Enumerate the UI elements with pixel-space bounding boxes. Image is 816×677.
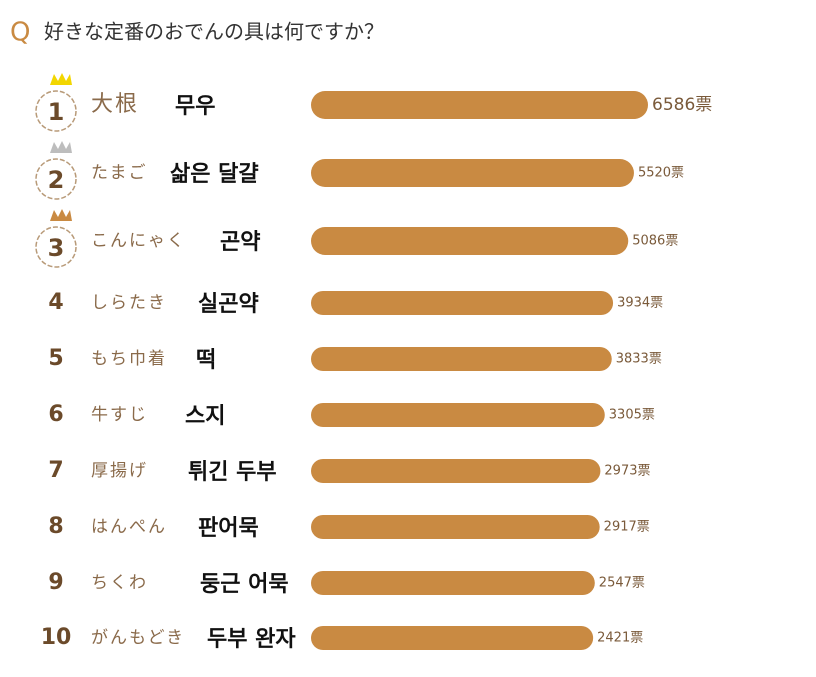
annotation-label: 삶은 달걀 — [170, 162, 259, 187]
crown-icon — [50, 141, 72, 153]
value-label: 2421票 — [597, 631, 643, 646]
rank-wreath — [35, 90, 77, 132]
value-label: 2917票 — [604, 520, 650, 535]
bar — [311, 515, 600, 539]
value-label: 3305票 — [609, 408, 655, 423]
chart-title: 好きな定番のおでんの具は何ですか？ — [44, 20, 384, 44]
rank-number: 2 — [48, 166, 65, 194]
question-mark: Q — [10, 18, 30, 48]
crown-icon — [50, 73, 72, 85]
annotation-label: 무우 — [175, 94, 215, 119]
value-label: 3833票 — [616, 352, 662, 367]
category-label: もち巾着 — [91, 349, 167, 369]
bar — [311, 227, 629, 255]
category-label: しらたき — [91, 293, 167, 313]
crown-icon — [50, 209, 72, 221]
annotation-label: 떡 — [196, 348, 216, 373]
category-label: たまご — [91, 163, 148, 183]
rank-wreath — [35, 158, 77, 200]
annotation-label: 두부 완자 — [207, 627, 296, 652]
category-label: 厚揚げ — [91, 461, 148, 481]
bar — [311, 403, 605, 427]
annotation-label: 곤약 — [220, 230, 260, 255]
bar — [311, 159, 634, 187]
category-label: 牛すじ — [91, 405, 148, 425]
rank-number: 6 — [48, 402, 63, 427]
annotation-label: 둥근 어묵 — [200, 572, 289, 597]
value-label: 3934票 — [617, 296, 663, 311]
annotation-label: 판어묵 — [198, 516, 259, 541]
rank-number: 5 — [48, 346, 63, 371]
rank-number: 4 — [48, 290, 63, 315]
rank-number: 10 — [41, 625, 72, 650]
rank-number: 1 — [48, 98, 65, 126]
category-label: 大根 — [91, 92, 139, 117]
category-label: こんにゃく — [91, 231, 186, 251]
value-label: 2547票 — [599, 576, 645, 591]
annotation-label: 실곤약 — [198, 292, 259, 317]
value-label: 2973票 — [604, 464, 650, 479]
value-label: 5520票 — [638, 166, 684, 181]
category-label: ちくわ — [91, 573, 148, 593]
rank-number: 3 — [48, 234, 65, 262]
bar — [311, 291, 614, 315]
bar — [311, 459, 601, 483]
bar — [311, 91, 648, 119]
rank-wreath — [35, 226, 77, 268]
bar — [311, 571, 595, 595]
rank-number: 9 — [48, 570, 63, 595]
bar — [311, 347, 612, 371]
category-label: はんぺん — [91, 517, 167, 537]
category-label: がんもどき — [91, 628, 185, 648]
value-label: 5086票 — [632, 234, 678, 249]
annotation-label: 튀긴 두부 — [188, 460, 277, 485]
bar — [311, 626, 594, 650]
value-label: 6586票 — [652, 95, 712, 115]
rank-number: 8 — [48, 514, 63, 539]
rank-number: 7 — [48, 458, 63, 483]
annotation-label: 스지 — [185, 404, 225, 429]
